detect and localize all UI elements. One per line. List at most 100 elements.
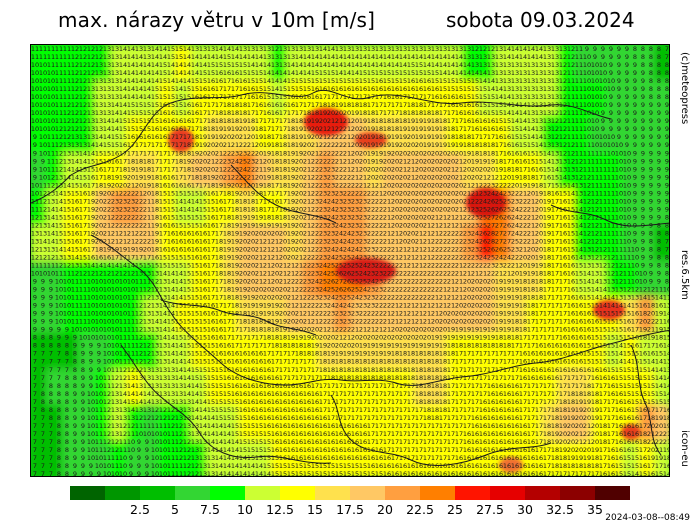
gust-value: 9 (81, 446, 85, 454)
gust-value: 10 (623, 181, 631, 189)
gust-cell (286, 296, 304, 335)
gust-value: 10 (623, 213, 631, 221)
gust-value: 9 (633, 197, 637, 205)
gust-cell (126, 152, 144, 191)
gust-cell (414, 45, 432, 83)
gust-value: 10 (591, 125, 599, 133)
gust-value: 9 (601, 117, 605, 125)
gust-value: 10 (623, 189, 631, 197)
gust-cell (526, 296, 544, 335)
gust-value: 10 (623, 157, 631, 165)
gust-value: 8 (649, 61, 653, 69)
gust-value: 7 (33, 454, 37, 462)
gust-cell (78, 116, 96, 155)
run-timestamp: 2024-03-08--08:49 (605, 513, 690, 523)
gust-cell (654, 80, 669, 119)
gust-value: 9 (625, 69, 629, 77)
gust-cell (526, 260, 544, 299)
gust-cell (638, 224, 656, 263)
gust-value: 10 (631, 262, 639, 270)
gust-cell (222, 332, 240, 371)
gust-cell (206, 296, 224, 335)
gust-cell (254, 260, 272, 299)
gust-value: 9 (633, 149, 637, 157)
gust-cell (158, 260, 176, 299)
map-title: max. nárazy větru v 10m [m/s] (58, 8, 376, 32)
gust-value: 8 (665, 262, 669, 270)
gust-value: 8 (65, 430, 69, 438)
gust-value: 8 (33, 334, 37, 342)
gust-value: 9 (73, 334, 77, 342)
gust-cell (590, 45, 608, 83)
gust-cell (286, 80, 304, 119)
gust-cell (126, 116, 144, 155)
gust-cell (286, 260, 304, 299)
gust-value: 9 (649, 125, 653, 133)
gust-value: 8 (65, 438, 69, 446)
gust-cell (222, 260, 240, 299)
gust-cell (31, 260, 48, 299)
gust-cell (526, 188, 544, 227)
gust-cell (286, 116, 304, 155)
gust-value: 7 (33, 358, 37, 366)
gust-value: 8 (657, 85, 661, 93)
gust-value: 7 (41, 366, 45, 374)
gust-value: 9 (665, 157, 669, 165)
gust-value: 8 (41, 406, 45, 414)
gust-value: 9 (633, 69, 637, 77)
gust-value: 8 (649, 77, 653, 85)
gust-value: 8 (49, 414, 53, 422)
gust-value: 10 (639, 278, 647, 286)
gust-cell (382, 296, 400, 335)
gust-cell (222, 188, 240, 227)
gust-cell (494, 116, 512, 155)
gust-cell (78, 260, 96, 299)
gust-value: 10 (663, 286, 670, 294)
gust-cell (414, 152, 432, 191)
gust-value: 10 (599, 93, 607, 101)
gust-value: 8 (665, 270, 669, 278)
gust-cell (574, 152, 592, 191)
gust-value: 9 (633, 117, 637, 125)
gust-cell (622, 116, 640, 155)
gust-cell (334, 188, 352, 227)
gust-cell (126, 188, 144, 227)
gust-cell (622, 188, 640, 227)
legend-swatch (245, 486, 280, 500)
gust-cell (414, 260, 432, 299)
gust-value: 9 (601, 45, 605, 53)
legend-swatch (315, 486, 350, 500)
gust-value: 10 (127, 438, 135, 446)
gust-value: 8 (649, 93, 653, 101)
gust-value: 7 (41, 382, 45, 390)
gust-value: 9 (57, 326, 61, 334)
gust-value: 9 (641, 149, 645, 157)
gust-value: 9 (89, 342, 93, 350)
gust-value: 8 (641, 53, 645, 61)
gust-value: 9 (617, 101, 621, 109)
gust-cell (558, 260, 576, 299)
gust-value: 8 (73, 366, 77, 374)
gust-value: 7 (41, 470, 45, 477)
gust-value: 21 (663, 430, 670, 438)
gust-cell (110, 45, 128, 83)
gust-value: 8 (73, 350, 77, 358)
gust-value: 9 (137, 454, 141, 462)
gust-cell (430, 188, 448, 227)
gust-value: 8 (49, 406, 53, 414)
gust-cell (334, 224, 352, 263)
gust-cell (110, 296, 128, 335)
gust-value: 10 (623, 229, 631, 237)
gust-value: 9 (33, 133, 37, 141)
gust-cell (574, 45, 592, 83)
gust-cell (302, 45, 320, 83)
gust-cell (398, 224, 416, 263)
gust-value: 9 (625, 125, 629, 133)
gust-cell (494, 45, 512, 83)
gust-cell (126, 332, 144, 371)
gust-cell (238, 116, 256, 155)
gust-value: 9 (665, 109, 669, 117)
gust-cell (334, 80, 352, 119)
legend-label: 12.5 (266, 502, 294, 517)
gust-cell (31, 45, 48, 83)
